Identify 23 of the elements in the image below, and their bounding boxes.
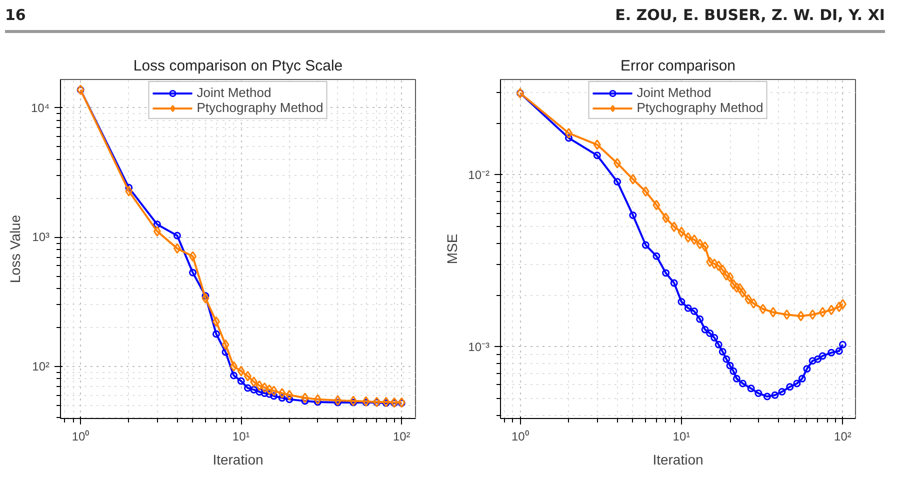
legend-label: Ptychography Method	[636, 100, 764, 115]
x-tick-label: 10²	[834, 430, 852, 444]
chart-title: Error comparison	[620, 58, 736, 74]
x-tick-label: 10²	[392, 430, 410, 444]
text: 16	[5, 5, 26, 26]
x-tick-label: 10¹	[672, 430, 690, 444]
y-tick-label: 10⁴	[30, 100, 50, 115]
y-tick-label: 10⁻³	[468, 340, 490, 354]
y-tick-label: 10²	[32, 359, 50, 374]
y-tick-label: 10⁻²	[468, 168, 490, 182]
x-tick-label: 10⁰	[512, 430, 529, 444]
legend-label: Joint Method	[196, 85, 272, 100]
y-axis-title: MSE	[444, 234, 460, 264]
x-axis-title: Iteration	[652, 452, 704, 468]
y-tick-label: 10³	[32, 230, 50, 244]
legend-label: Joint Method	[636, 85, 712, 100]
chart-title: Loss comparison on Ptyc Scale	[133, 58, 343, 74]
text: E. ZOU, E. BUSER, Z. W. DI, Y. XI	[615, 5, 885, 26]
y-axis-title: Loss Value	[6, 214, 23, 284]
x-tick-label: 10⁰	[72, 430, 90, 444]
legend-label: Ptychography Method	[196, 100, 324, 115]
x-axis-title: Iteration	[212, 452, 264, 468]
x-tick-label: 10¹	[232, 430, 250, 444]
